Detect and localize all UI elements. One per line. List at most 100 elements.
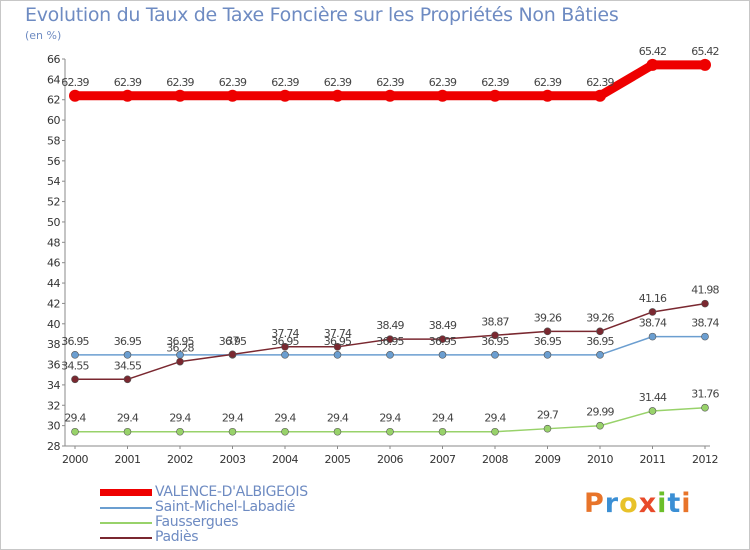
data-point-3 bbox=[386, 335, 394, 343]
data-point-0 bbox=[279, 89, 291, 102]
logo-letter: t bbox=[667, 488, 682, 519]
y-tick-label: 28 bbox=[47, 440, 60, 453]
data-label-1: 36.95 bbox=[324, 335, 352, 348]
y-tick-label: 66 bbox=[47, 53, 60, 66]
data-point-1 bbox=[596, 351, 604, 359]
data-label-2: 29.4 bbox=[379, 412, 401, 425]
data-point-0 bbox=[646, 58, 659, 71]
y-tick-label: 30 bbox=[47, 420, 60, 433]
data-label-2: 29.4 bbox=[117, 412, 139, 425]
x-tick-label: 2007 bbox=[430, 453, 456, 466]
data-label-1: 36.95 bbox=[586, 335, 614, 348]
data-label-2: 29.4 bbox=[484, 412, 506, 425]
x-tick-label: 2005 bbox=[325, 453, 351, 466]
y-tick-label: 48 bbox=[47, 236, 60, 249]
data-point-3 bbox=[176, 357, 184, 366]
data-point-2 bbox=[701, 403, 709, 412]
x-tick-label: 2009 bbox=[535, 453, 561, 466]
data-point-2 bbox=[648, 407, 657, 415]
data-label-0: 62.39 bbox=[324, 76, 352, 89]
data-label-2: 29.4 bbox=[327, 412, 349, 425]
data-point-2 bbox=[596, 421, 604, 430]
data-label-0: 62.39 bbox=[429, 76, 457, 89]
y-axis-unit: (en %) bbox=[25, 29, 62, 42]
data-label-1: 36.95 bbox=[429, 335, 457, 348]
data-label-1: 36.95 bbox=[271, 335, 299, 348]
y-tick-label: 50 bbox=[47, 216, 60, 229]
y-tick-label: 46 bbox=[47, 257, 60, 270]
logo-letter: i bbox=[681, 488, 692, 519]
data-label-3: 37.74 bbox=[324, 327, 352, 340]
data-label-1: 36.95 bbox=[376, 335, 404, 348]
y-tick-label: 58 bbox=[47, 134, 60, 147]
data-label-2: 29.7 bbox=[537, 409, 559, 422]
y-tick-label: 32 bbox=[47, 399, 60, 412]
data-label-3: 37.74 bbox=[271, 327, 299, 340]
x-tick-label: 2000 bbox=[62, 453, 88, 466]
data-label-0: 65.42 bbox=[691, 45, 719, 58]
chart-legend: VALENCE-D'ALBIGEOIS Saint-Michel-Labadié F… bbox=[100, 484, 400, 545]
data-label-3: 38.49 bbox=[376, 319, 404, 332]
data-label-3: 34.55 bbox=[61, 359, 89, 372]
data-label-0: 62.39 bbox=[271, 76, 299, 89]
data-label-1: 36.95 bbox=[166, 335, 194, 348]
data-label-3: 37 bbox=[226, 334, 239, 347]
data-point-2 bbox=[176, 427, 184, 436]
logo-letter: i bbox=[657, 488, 668, 519]
data-point-3 bbox=[123, 375, 132, 384]
data-point-3 bbox=[491, 331, 499, 340]
legend-item: Faussergues bbox=[100, 514, 400, 530]
data-point-1 bbox=[491, 351, 499, 359]
x-tick-label: 2008 bbox=[482, 453, 508, 466]
legend-item: VALENCE-D'ALBIGEOIS bbox=[100, 484, 400, 500]
y-tick-label: 36 bbox=[47, 359, 60, 372]
data-label-3: 41.16 bbox=[639, 292, 667, 305]
data-label-2: 29.99 bbox=[586, 406, 614, 419]
data-point-2 bbox=[123, 427, 132, 436]
proxiti-logo: Proxiti bbox=[584, 488, 692, 519]
data-label-3: 38.49 bbox=[429, 319, 457, 332]
x-tick-label: 2011 bbox=[640, 453, 666, 466]
data-point-0 bbox=[121, 89, 134, 102]
data-point-1 bbox=[333, 351, 342, 359]
data-label-2: 29.4 bbox=[274, 412, 296, 425]
data-label-2: 29.4 bbox=[64, 412, 86, 425]
legend-label: Padiès bbox=[155, 529, 199, 545]
legend-label: Faussergues bbox=[155, 514, 239, 530]
data-label-3: 39.26 bbox=[534, 311, 562, 324]
data-label-0: 62.39 bbox=[61, 76, 89, 89]
data-label-3: 36.28 bbox=[166, 342, 194, 355]
data-label-0: 62.39 bbox=[586, 76, 614, 89]
data-point-3 bbox=[438, 335, 447, 343]
data-point-3 bbox=[701, 299, 709, 308]
data-label-0: 62.39 bbox=[376, 76, 404, 89]
data-point-0 bbox=[594, 89, 606, 102]
data-label-2: 31.76 bbox=[691, 388, 719, 401]
data-point-1 bbox=[386, 351, 394, 359]
data-point-3 bbox=[648, 308, 657, 316]
y-tick-label: 40 bbox=[47, 318, 60, 331]
y-tick-label: 52 bbox=[47, 196, 60, 209]
y-tick-label: 62 bbox=[47, 94, 60, 107]
logo-letter: o bbox=[619, 488, 639, 519]
data-point-1 bbox=[123, 351, 132, 359]
data-point-1 bbox=[701, 332, 709, 341]
data-point-2 bbox=[438, 427, 447, 436]
x-tick-label: 2010 bbox=[587, 453, 613, 466]
legend-item: Padiès bbox=[100, 529, 400, 545]
y-tick-label: 34 bbox=[47, 379, 60, 392]
data-point-2 bbox=[333, 427, 342, 436]
logo-letter: P bbox=[584, 488, 605, 519]
y-tick-label: 44 bbox=[47, 277, 60, 290]
data-label-1: 36.95 bbox=[534, 335, 562, 348]
data-point-1 bbox=[281, 351, 289, 359]
data-point-0 bbox=[331, 89, 344, 102]
data-point-0 bbox=[384, 89, 396, 102]
logo-letter: x bbox=[638, 488, 658, 519]
data-label-3: 34.55 bbox=[114, 359, 142, 372]
logo-letter: r bbox=[604, 488, 620, 519]
data-label-3: 39.26 bbox=[586, 311, 614, 324]
x-tick-label: 2004 bbox=[272, 453, 298, 466]
x-tick-label: 2006 bbox=[377, 453, 403, 466]
